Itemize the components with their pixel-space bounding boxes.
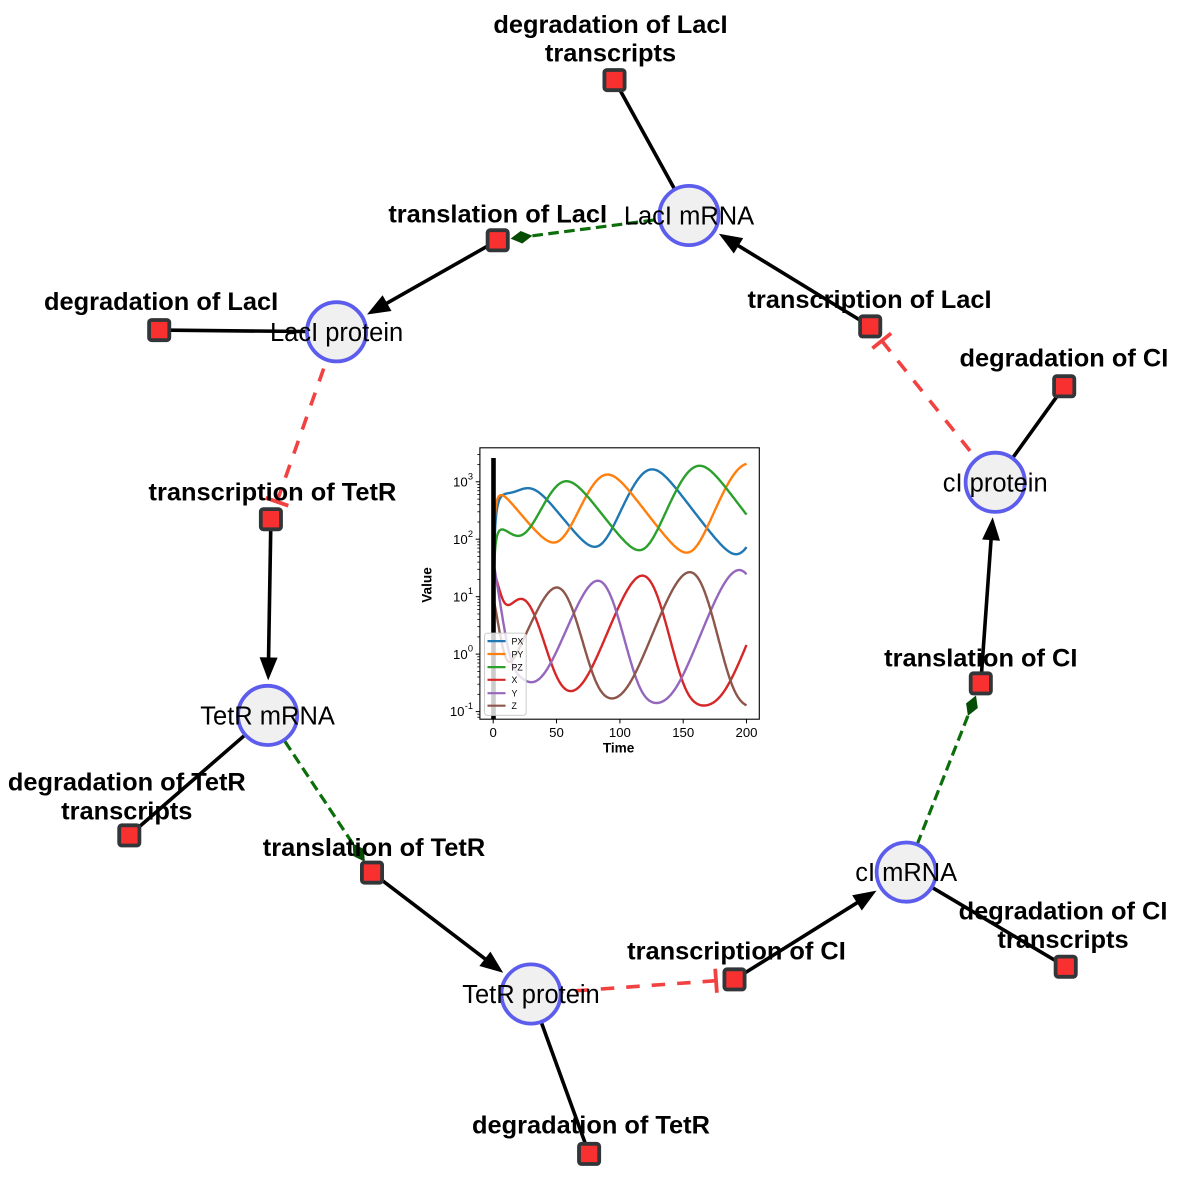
svg-text:PY: PY (512, 649, 524, 659)
svg-text:0: 0 (490, 725, 497, 740)
svg-text:3: 3 (468, 471, 473, 481)
svg-text:Time: Time (603, 741, 635, 756)
svg-text:PZ: PZ (512, 663, 524, 673)
svg-text:10: 10 (453, 532, 468, 547)
svg-text:Value: Value (420, 567, 435, 603)
svg-text:50: 50 (549, 725, 564, 740)
svg-text:transcription of LacI: transcription of LacI (747, 286, 991, 314)
svg-text:degradation of TetR: degradation of TetR (472, 1112, 710, 1140)
svg-text:2: 2 (468, 529, 473, 539)
svg-text:10: 10 (453, 474, 468, 489)
svg-text:0: 0 (468, 644, 473, 654)
svg-text:-1: -1 (465, 701, 473, 711)
svg-text:Z: Z (512, 701, 518, 711)
svg-text:LacI protein: LacI protein (270, 319, 403, 347)
svg-text:cI protein: cI protein (943, 469, 1048, 497)
svg-text:transcripts: transcripts (545, 40, 676, 68)
svg-text:degradation of LacI: degradation of LacI (493, 11, 727, 39)
svg-text:10: 10 (450, 704, 465, 719)
svg-text:degradation of LacI: degradation of LacI (44, 288, 278, 316)
svg-text:transcription of TetR: transcription of TetR (149, 479, 397, 507)
svg-text:cI mRNA: cI mRNA (855, 859, 957, 887)
svg-text:Y: Y (512, 689, 518, 699)
svg-text:degradation of TetR: degradation of TetR (8, 769, 246, 797)
svg-text:150: 150 (672, 725, 694, 740)
svg-text:transcription of CI: transcription of CI (627, 938, 846, 966)
svg-text:transcripts: transcripts (61, 798, 192, 826)
svg-text:X: X (512, 675, 518, 685)
svg-text:TetR mRNA: TetR mRNA (200, 702, 335, 730)
svg-text:translation of TetR: translation of TetR (263, 834, 485, 862)
svg-text:translation of LacI: translation of LacI (388, 200, 607, 228)
svg-text:degradation of CI: degradation of CI (960, 344, 1169, 372)
svg-text:200: 200 (735, 725, 757, 740)
svg-text:translation of CI: translation of CI (884, 644, 1077, 672)
svg-text:PX: PX (512, 637, 524, 647)
svg-text:LacI mRNA: LacI mRNA (624, 203, 754, 231)
svg-text:10: 10 (453, 647, 468, 662)
svg-text:transcripts: transcripts (997, 926, 1128, 954)
svg-text:10: 10 (453, 589, 468, 604)
svg-text:100: 100 (609, 725, 631, 740)
svg-text:1: 1 (468, 586, 473, 596)
svg-text:TetR protein: TetR protein (462, 981, 600, 1009)
svg-text:degradation of CI: degradation of CI (959, 897, 1168, 925)
